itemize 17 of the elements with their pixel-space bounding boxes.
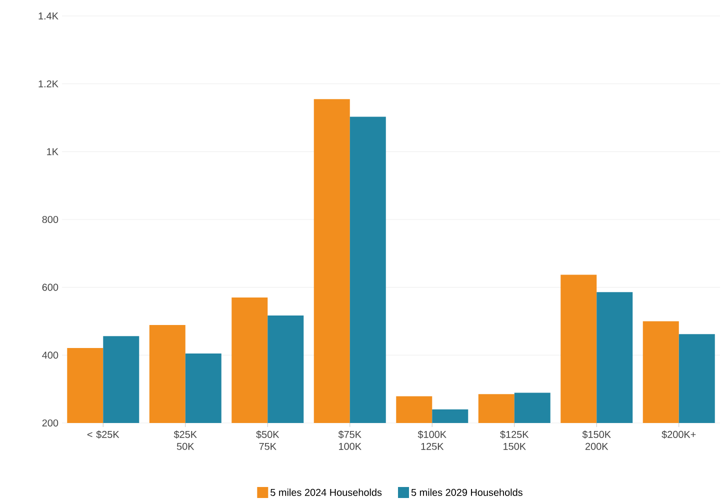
y-tick-label: 600: [42, 284, 58, 291]
legend-label: 5 miles 2029 Households: [411, 488, 522, 496]
x-tick-label: $125K 150K: [500, 430, 529, 450]
y-tick-label: 1.4K: [38, 12, 58, 20]
y-tick-label: 1K: [47, 148, 58, 156]
x-tick-label: $50K 75K: [256, 430, 280, 450]
y-tick-label: 200: [42, 419, 58, 427]
x-tick-label: $200K+: [662, 430, 696, 439]
legend-label: 5 miles 2024 Households: [270, 488, 382, 496]
y-tick-label: 800: [42, 216, 58, 224]
y-tick-label: 400: [42, 352, 58, 359]
x-tick-label: $100K 125K: [418, 430, 446, 450]
y-tick-label: 1.2K: [38, 80, 58, 88]
x-tick-label: $25K 50K: [174, 430, 197, 450]
x-tick-label: $150K 200K: [582, 430, 611, 450]
x-tick-label: $75K 100K: [338, 430, 362, 450]
x-tick-label: < $25K: [87, 430, 120, 439]
